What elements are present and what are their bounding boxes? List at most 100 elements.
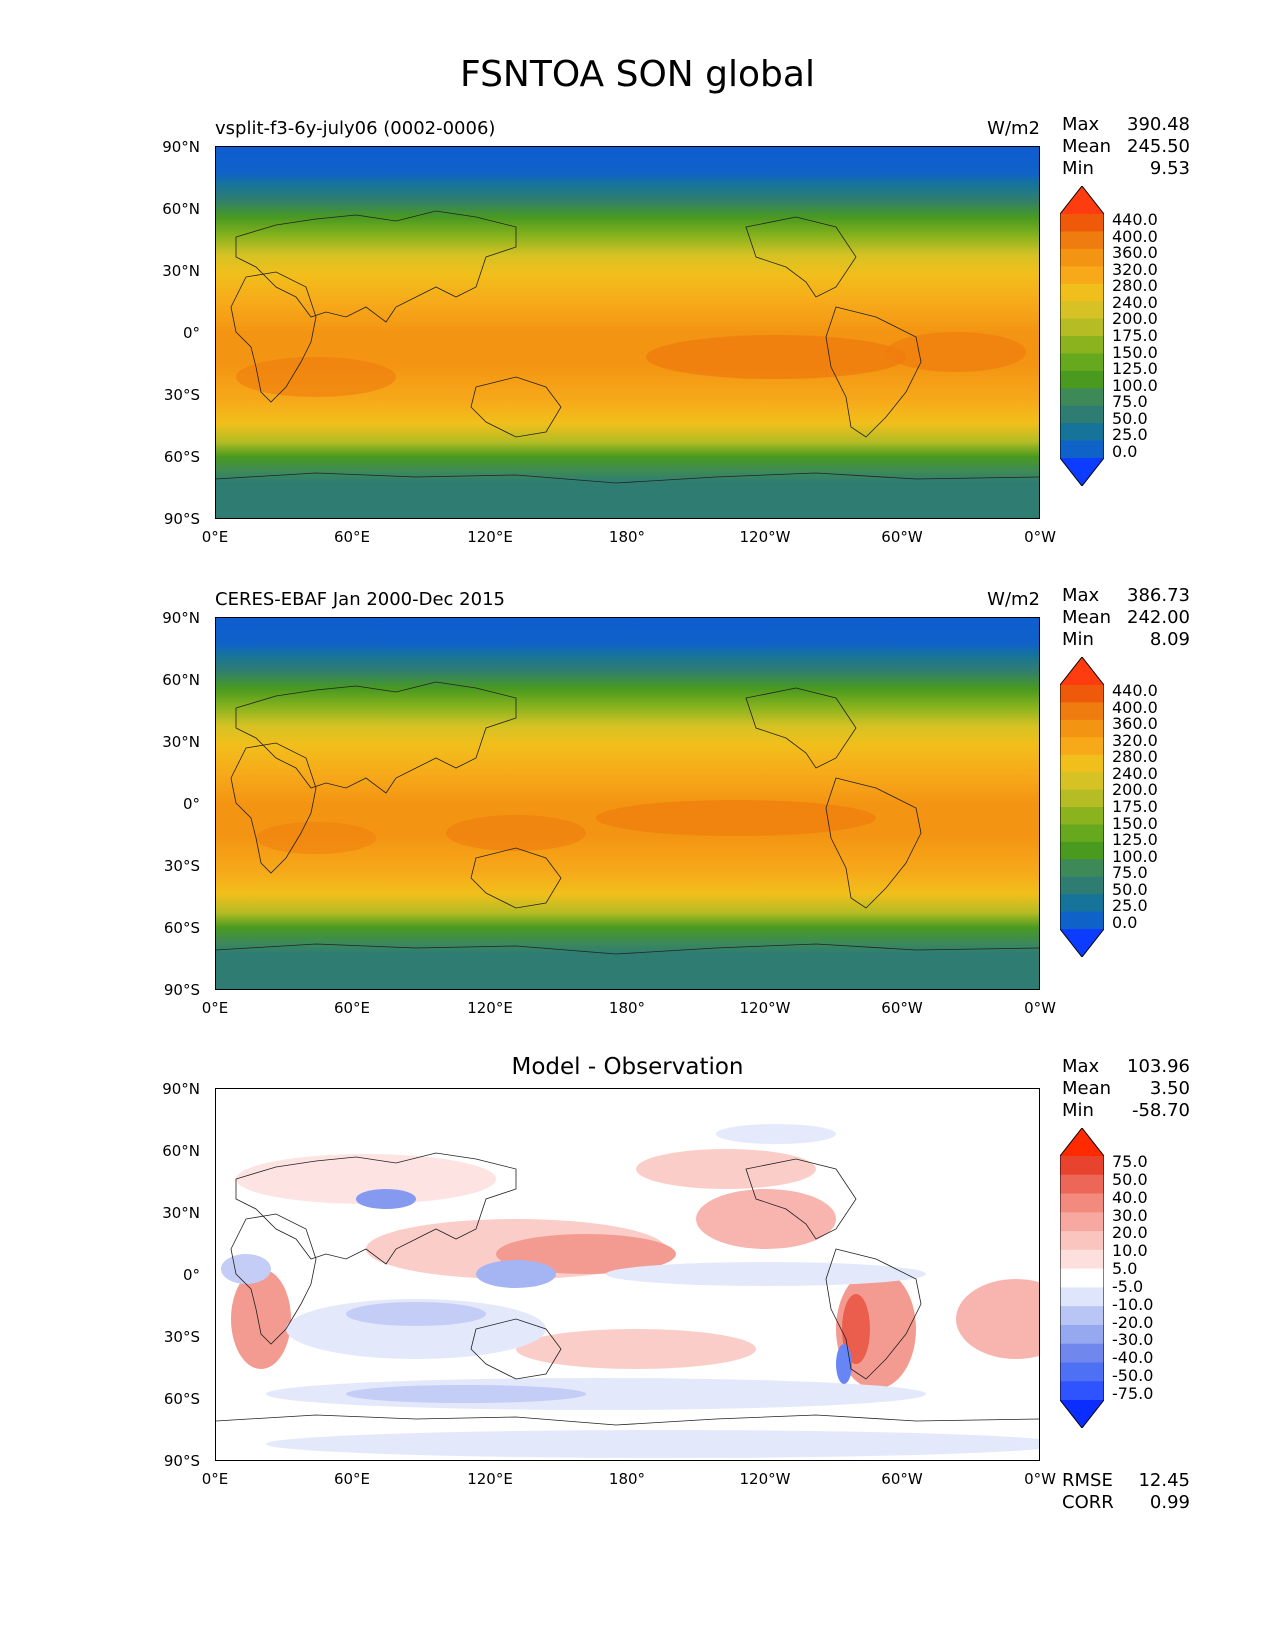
colorbar-tick-label: 360.0 bbox=[1112, 243, 1158, 263]
colorbar bbox=[1060, 1128, 1104, 1428]
colorbar-tick-label: 280.0 bbox=[1112, 276, 1158, 296]
colorbar-tick-label: 200.0 bbox=[1112, 780, 1158, 800]
colorbar-band bbox=[1060, 266, 1104, 285]
colorbar-band bbox=[1060, 388, 1104, 407]
colorbar-band bbox=[1060, 423, 1104, 442]
stats-box: Max 386.73 Mean 242.00 Min 8.09 bbox=[1062, 585, 1190, 651]
colorbar-tick-label: 40.0 bbox=[1112, 1187, 1148, 1207]
x-tick: 180° bbox=[608, 999, 646, 1017]
panel-difference: Model - Observation bbox=[0, 1054, 1275, 1520]
colorbar-tick-label: -30.0 bbox=[1112, 1330, 1154, 1350]
panel-observation: CERES-EBAF Jan 2000-Dec 2015 W/m2 bbox=[0, 585, 1275, 1049]
y-tick: 30°N bbox=[162, 1204, 200, 1222]
colorbar-band bbox=[1060, 1287, 1104, 1307]
stat-mean: 242.00 bbox=[1127, 607, 1190, 628]
colorbar-tick-label: 20.0 bbox=[1112, 1223, 1148, 1243]
stat-label: RMSE bbox=[1062, 1470, 1113, 1491]
colorbar-tick-label: -75.0 bbox=[1112, 1384, 1154, 1403]
stat-label: Max bbox=[1062, 585, 1100, 606]
colorbar-band bbox=[1060, 231, 1104, 250]
colorbar-tick-label: 75.0 bbox=[1112, 392, 1148, 412]
stat-label: Mean bbox=[1062, 136, 1112, 157]
y-tick: 60°N bbox=[162, 671, 200, 689]
colorbar-tick-label: 50.0 bbox=[1112, 879, 1148, 899]
colorbar-band bbox=[1060, 772, 1104, 791]
x-tick: 60°E bbox=[333, 999, 371, 1017]
y-tick: 60°N bbox=[162, 200, 200, 218]
colorbar-tick-label: 440.0 bbox=[1112, 681, 1158, 700]
colorbar-band bbox=[1060, 214, 1104, 232]
colorbar-tick-label: 400.0 bbox=[1112, 226, 1158, 246]
colorbar-band bbox=[1060, 859, 1104, 878]
colorbar-tick-label: 175.0 bbox=[1112, 797, 1158, 816]
colorbar-extend-min bbox=[1060, 929, 1104, 957]
stat-max: 390.48 bbox=[1127, 114, 1190, 135]
figure-title: FSNTOA SON global bbox=[460, 54, 815, 95]
colorbar-extend-max bbox=[1060, 657, 1104, 685]
panel-title: CERES-EBAF Jan 2000-Dec 2015 bbox=[215, 589, 505, 610]
colorbar-tick-label: 30.0 bbox=[1112, 1205, 1148, 1225]
units-label: W/m2 bbox=[987, 118, 1040, 139]
colorbar-tick-label: 25.0 bbox=[1112, 896, 1148, 916]
stat-label: Min bbox=[1062, 1100, 1094, 1121]
map-observation bbox=[215, 617, 1040, 990]
x-tick: 0°W bbox=[1024, 1470, 1056, 1488]
x-tick: 120°E bbox=[467, 1470, 513, 1488]
y-tick: 0° bbox=[182, 795, 200, 813]
map-model bbox=[215, 146, 1040, 519]
panel-title: vsplit-f3-6y-july06 (0002-0006) bbox=[215, 118, 496, 139]
error-stats: RMSE 12.45 CORR 0.99 bbox=[1062, 1470, 1190, 1514]
colorbar-tick-label: -10.0 bbox=[1112, 1294, 1154, 1314]
colorbar-band bbox=[1060, 754, 1104, 773]
colorbar-band bbox=[1060, 807, 1104, 825]
y-tick: 0° bbox=[182, 324, 200, 342]
colorbar-tick-label: 75.0 bbox=[1112, 863, 1148, 883]
colorbar-tick-label: 240.0 bbox=[1112, 292, 1158, 312]
x-tick: 120°W bbox=[739, 528, 791, 546]
colorbar-tick-label: 400.0 bbox=[1112, 697, 1158, 717]
colorbar-tick-label: -20.0 bbox=[1112, 1312, 1154, 1332]
colorbar-tick-label: -40.0 bbox=[1112, 1348, 1154, 1368]
colorbar-band bbox=[1060, 737, 1104, 756]
colorbar-tick-label: 50.0 bbox=[1112, 1169, 1148, 1189]
colorbar-band bbox=[1060, 1268, 1104, 1288]
colorbar-band bbox=[1060, 894, 1104, 913]
colorbar-extend-max bbox=[1060, 186, 1104, 214]
y-tick: 30°N bbox=[162, 733, 200, 751]
colorbar-extend-min bbox=[1060, 458, 1104, 486]
colorbar-tick-label: 75.0 bbox=[1112, 1152, 1148, 1171]
colorbar-band bbox=[1060, 876, 1104, 895]
colorbar-band bbox=[1060, 301, 1104, 320]
colorbar-band bbox=[1060, 841, 1104, 860]
colorbar-band bbox=[1060, 1174, 1104, 1195]
colorbar-tick-label: 100.0 bbox=[1112, 846, 1158, 866]
x-tick: 60°W bbox=[881, 528, 923, 546]
colorbar-tick-label: 125.0 bbox=[1112, 359, 1158, 379]
y-tick: 30°N bbox=[162, 262, 200, 280]
colorbar-band bbox=[1060, 440, 1104, 459]
colorbar-band bbox=[1060, 1156, 1104, 1176]
colorbar-band bbox=[1060, 911, 1104, 930]
y-tick: 30°S bbox=[163, 386, 200, 404]
colorbar-band bbox=[1060, 702, 1104, 721]
x-tick: 180° bbox=[608, 1470, 646, 1488]
colorbar-band bbox=[1060, 318, 1104, 337]
x-tick: 0°W bbox=[1024, 528, 1056, 546]
colorbar-band bbox=[1060, 370, 1104, 389]
stat-label: Max bbox=[1062, 1056, 1100, 1077]
x-tick: 120°E bbox=[467, 999, 513, 1017]
stat-corr: 0.99 bbox=[1149, 1492, 1190, 1513]
colorbar-tick-label: 10.0 bbox=[1112, 1241, 1148, 1261]
y-tick: 30°S bbox=[163, 1328, 200, 1346]
colorbar-band bbox=[1060, 1306, 1104, 1326]
stat-label: Mean bbox=[1062, 607, 1112, 628]
colorbar-band bbox=[1060, 248, 1104, 267]
stat-label: Min bbox=[1062, 629, 1094, 650]
y-tick: 90°S bbox=[163, 510, 200, 528]
colorbar bbox=[1060, 186, 1104, 486]
colorbar-tick-label: 150.0 bbox=[1112, 813, 1158, 833]
colorbar-tick-label: 200.0 bbox=[1112, 309, 1158, 329]
x-tick: 0°E bbox=[201, 1470, 229, 1488]
colorbar-band bbox=[1060, 1193, 1104, 1213]
y-tick: 0° bbox=[182, 1266, 200, 1284]
